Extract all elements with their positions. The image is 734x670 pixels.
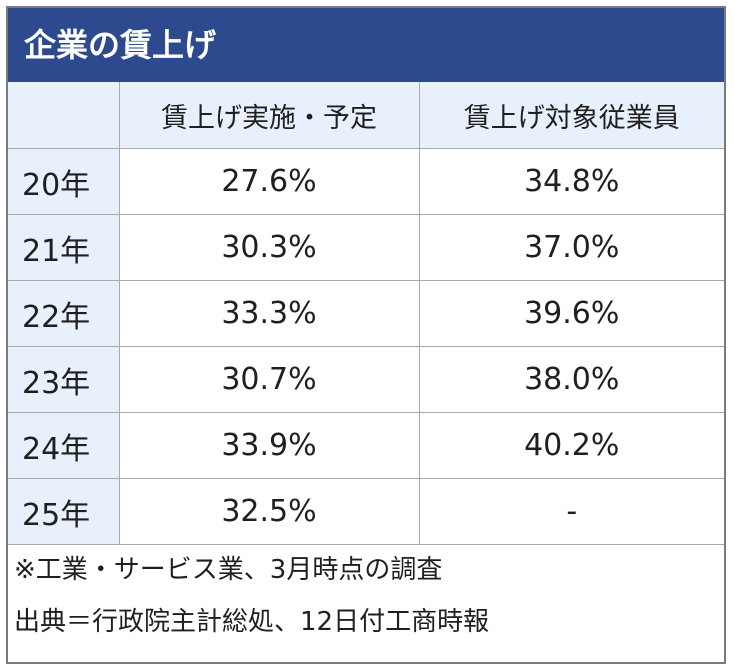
- cell-implemented: 33.3%: [118, 280, 420, 347]
- table-row: 22年 33.3% 39.6%: [8, 280, 724, 347]
- table-row: 21年 30.3% 37.0%: [8, 214, 724, 281]
- row-year: 24年: [8, 412, 120, 479]
- row-year: 22年: [8, 280, 120, 347]
- cell-implemented: 27.6%: [118, 148, 420, 215]
- cell-implemented: 30.7%: [118, 346, 420, 413]
- row-year: 21年: [8, 214, 120, 281]
- row-year: 25年: [8, 478, 120, 545]
- note-source: 出典＝行政院主計総処、12日付工商時報: [14, 607, 490, 637]
- cell-implemented: 32.5%: [118, 478, 420, 545]
- cell-employees: 38.0%: [418, 346, 724, 413]
- cell-employees: 40.2%: [418, 412, 724, 479]
- cell-employees: -: [418, 478, 724, 545]
- cell-employees: 39.6%: [418, 280, 724, 347]
- cell-employees: 34.8%: [418, 148, 724, 215]
- cell-implemented: 30.3%: [118, 214, 420, 281]
- cell-employees: 37.0%: [418, 214, 724, 281]
- table-row: 25年 32.5% -: [8, 478, 724, 545]
- note-survey-scope: ※工業・サービス業、3月時点の調査: [14, 555, 443, 585]
- table-row: 24年 33.9% 40.2%: [8, 412, 724, 479]
- column-header-implemented: 賃上げ実施・予定: [118, 82, 420, 149]
- table-title: 企業の賃上げ: [8, 8, 724, 82]
- footnotes: ※工業・サービス業、3月時点の調査 出典＝行政院主計総処、12日付工商時報: [14, 544, 704, 648]
- table-row: 20年 27.6% 34.8%: [8, 148, 724, 215]
- header-row: 賃上げ実施・予定 賃上げ対象従業員: [8, 82, 724, 149]
- data-table: 賃上げ実施・予定 賃上げ対象従業員 20年 27.6% 34.8% 21年 30…: [8, 82, 724, 545]
- cell-implemented: 33.9%: [118, 412, 420, 479]
- header-corner: [8, 82, 120, 149]
- table-row: 23年 30.7% 38.0%: [8, 346, 724, 413]
- table-card: 企業の賃上げ 賃上げ実施・予定 賃上げ対象従業員 20年 27.6% 34.8%…: [6, 6, 726, 664]
- column-header-employees: 賃上げ対象従業員: [418, 82, 724, 149]
- row-year: 20年: [8, 148, 120, 215]
- row-year: 23年: [8, 346, 120, 413]
